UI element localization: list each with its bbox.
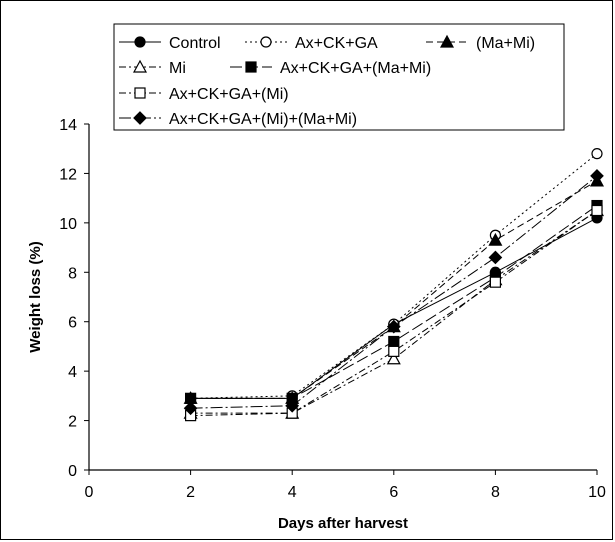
- data-point-series-6: [489, 276, 501, 288]
- legend-label-1: Control: [169, 35, 221, 52]
- y-tick-label: 10: [59, 216, 77, 233]
- y-tick-label: 4: [68, 364, 77, 381]
- legend-marker-5: [245, 61, 257, 73]
- x-tick-label: 6: [389, 484, 398, 501]
- data-point-series-7: [488, 250, 503, 265]
- data-point-series-7: [386, 319, 401, 334]
- data-point-series-6: [591, 204, 603, 217]
- x-tick-label: 10: [588, 484, 606, 501]
- series-line-6: [190, 210, 598, 417]
- data-point-series-6: [388, 345, 400, 357]
- legend-box: [113, 23, 565, 131]
- data-point-series-7: [285, 398, 300, 413]
- legend-marker-3: [439, 34, 455, 48]
- series-line-7: [190, 175, 598, 409]
- x-tick-label: 2: [186, 484, 195, 501]
- x-tick-label: 8: [491, 484, 500, 501]
- legend-label-6: Ax+CK+GA+(Mi): [169, 86, 289, 103]
- x-axis-title: Days after harvest: [278, 515, 408, 532]
- data-point-series-5: [388, 335, 400, 348]
- data-point-series-2: [591, 148, 603, 160]
- series-line-4: [190, 210, 598, 414]
- legend-marker-1: [134, 36, 146, 48]
- y-tick-label: 14: [59, 117, 77, 134]
- y-tick-label: 12: [59, 166, 77, 183]
- legend-marker-6: [134, 87, 146, 99]
- legend-label-3: (Ma+Mi): [476, 35, 535, 52]
- data-point-series-3: [488, 232, 503, 246]
- y-tick-label: 0: [68, 463, 77, 480]
- series-line-1: [190, 217, 598, 399]
- legend-label-2: Ax+CK+GA: [295, 35, 378, 52]
- legend-label-4: Mi: [169, 60, 186, 77]
- legend-label-7: Ax+CK+GA+(Mi)+(Ma+Mi): [169, 111, 357, 128]
- legend-marker-4: [132, 59, 148, 73]
- data-point-series-7: [183, 401, 198, 416]
- x-tick-label: 0: [85, 484, 94, 501]
- legend-marker-2: [260, 36, 272, 48]
- y-tick-label: 8: [68, 265, 77, 282]
- series-line-5: [190, 205, 598, 399]
- series-line-3: [190, 180, 598, 399]
- legend-label-5: Ax+CK+GA+(Ma+Mi): [280, 60, 431, 77]
- data-point-series-7: [590, 169, 604, 183]
- y-tick-label: 6: [68, 315, 77, 332]
- y-tick-label: 2: [68, 414, 77, 431]
- x-tick-label: 4: [288, 484, 297, 501]
- data-point-series-4: [386, 351, 401, 365]
- y-axis-title: Weight loss (%): [27, 241, 44, 352]
- legend-marker-7: [133, 111, 147, 125]
